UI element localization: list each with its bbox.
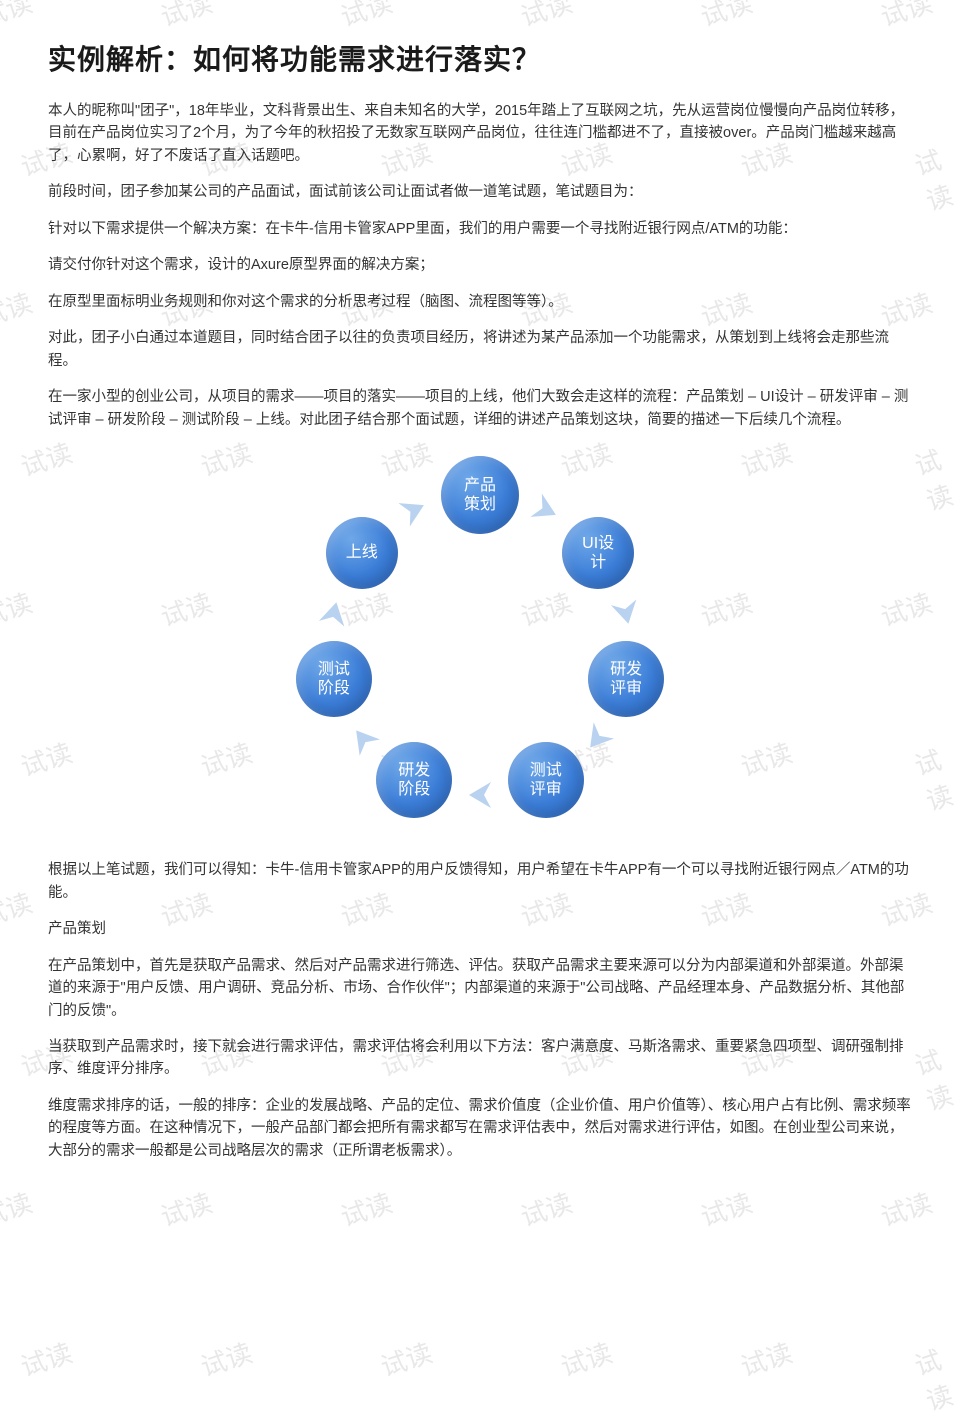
watermark-text: 试读 [910, 1336, 960, 1418]
cycle-node-dev: 研发阶段 [376, 742, 452, 818]
paragraph: 在原型里面标明业务规则和你对这个需求的分析思考过程（脑图、流程图等等）。 [48, 291, 912, 313]
cycle-diagram: 产品策划 UI设计研发评审测试评审研发阶段测试阶段 上线 [270, 445, 690, 845]
paragraph: 当获取到产品需求时，接下就会进行需求评估，需求评估将会利用以下方法：客户满意度、… [48, 1036, 912, 1081]
cycle-diagram-wrap: 产品策划 UI设计研发评审测试评审研发阶段测试阶段 上线 [48, 445, 912, 845]
paragraphs-before: 本人的昵称叫"团子"，18年毕业，文科背景出生、来自未知名的大学，2015年踏上… [48, 100, 912, 431]
paragraph: 产品策划 [48, 918, 912, 940]
cycle-node-launch: 上线 [326, 517, 398, 589]
cycle-node-test: 测试阶段 [296, 641, 372, 717]
watermark-text: 试读 [16, 1333, 77, 1384]
page-title: 实例解析：如何将功能需求进行落实？ [48, 38, 912, 78]
cycle-arrow-icon [523, 488, 568, 533]
cycle-node-plan: 产品策划 [441, 456, 519, 534]
cycle-arrow-icon [574, 715, 622, 763]
cycle-arrow-icon [339, 715, 387, 763]
watermark-text: 试读 [516, 1183, 577, 1234]
cycle-arrow-icon [463, 778, 497, 812]
cycle-arrow-icon [392, 488, 437, 533]
cycle-node-testrev: 测试评审 [508, 742, 584, 818]
document-content: 实例解析：如何将功能需求进行落实？ 本人的昵称叫"团子"，18年毕业，文科背景出… [0, 0, 960, 1162]
watermark-text: 试读 [156, 1183, 217, 1234]
paragraph: 前段时间，团子参加某公司的产品面试，面试前该公司让面试者做一道笔试题，笔试题目为… [48, 181, 912, 203]
paragraph: 本人的昵称叫"团子"，18年毕业，文科背景出生、来自未知名的大学，2015年踏上… [48, 100, 912, 167]
paragraph: 维度需求排序的话，一般的排序：企业的发展战略、产品的定位、需求价值度（企业价值、… [48, 1095, 912, 1162]
watermark-text: 试读 [376, 1333, 437, 1384]
paragraph: 在一家小型的创业公司，从项目的需求——项目的落实——项目的上线，他们大致会走这样… [48, 386, 912, 431]
paragraph: 在产品策划中，首先是获取产品需求、然后对产品需求进行筛选、评估。获取产品需求主要… [48, 955, 912, 1022]
paragraph: 请交付你针对这个需求，设计的Axure原型界面的解决方案； [48, 254, 912, 276]
watermark-text: 试读 [736, 1333, 797, 1384]
paragraphs-after: 根据以上笔试题，我们可以得知：卡牛-信用卡管家APP的用户反馈得知，用户希望在卡… [48, 859, 912, 1162]
cycle-arrow-icon [313, 592, 354, 633]
watermark-text: 试读 [876, 1183, 937, 1234]
watermark-text: 试读 [556, 1333, 617, 1384]
cycle-node-ui: UI设计 [562, 517, 634, 589]
paragraph: 对此，团子小白通过本道题目，同时结合团子以往的负责项目经历，将讲述为某产品添加一… [48, 327, 912, 372]
cycle-node-devrev: 研发评审 [588, 641, 664, 717]
paragraph: 根据以上笔试题，我们可以得知：卡牛-信用卡管家APP的用户反馈得知，用户希望在卡… [48, 859, 912, 904]
watermark-text: 试读 [696, 1183, 757, 1234]
watermark-text: 试读 [336, 1183, 397, 1234]
watermark-text: 试读 [196, 1333, 257, 1384]
paragraph: 针对以下需求提供一个解决方案：在卡牛-信用卡管家APP里面，我们的用户需要一个寻… [48, 218, 912, 240]
cycle-arrow-icon [606, 592, 647, 633]
watermark-text: 试读 [0, 1183, 36, 1234]
